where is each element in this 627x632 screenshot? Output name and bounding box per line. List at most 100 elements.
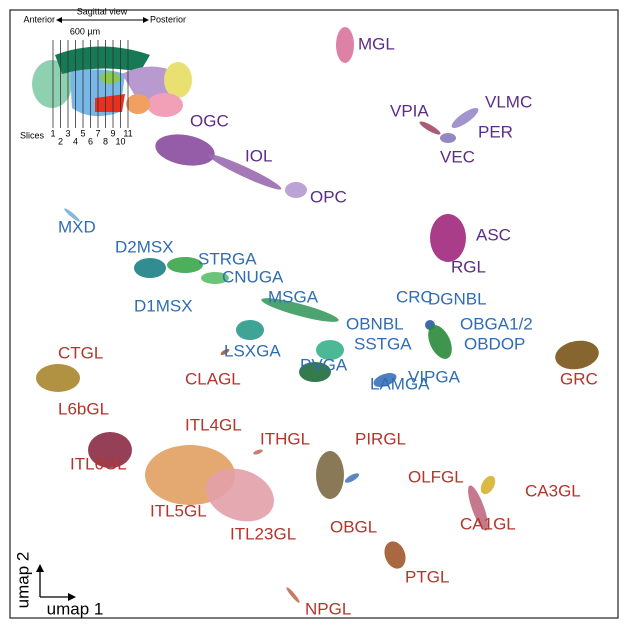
- cluster-label: PTGL: [405, 567, 449, 586]
- cluster-label: D2MSX: [115, 237, 174, 256]
- cluster-label: MXD: [58, 217, 96, 236]
- cluster-label: OGC: [190, 111, 229, 130]
- y-axis-label: umap 2: [13, 552, 32, 609]
- cluster-blob: [299, 362, 331, 382]
- slice-number: 2: [58, 136, 63, 146]
- slice-number: 6: [88, 136, 93, 146]
- brain-region: [147, 93, 183, 117]
- cluster-label: NPGL: [305, 599, 351, 618]
- cluster-label: VPIA: [390, 101, 429, 120]
- cluster-label: ITL23GL: [230, 524, 296, 543]
- cluster-blob: [36, 364, 80, 392]
- cluster-label: OBGL: [330, 517, 377, 536]
- cluster-label: PVGA: [300, 355, 348, 374]
- cluster-label: ASC: [476, 225, 511, 244]
- cluster-blob: [428, 325, 452, 359]
- slices-label: Slices: [20, 130, 45, 140]
- cluster-blob: [220, 348, 230, 356]
- cluster-label: OBGA1/2: [460, 314, 533, 333]
- cluster-blob: [201, 272, 229, 284]
- cluster-label: RGL: [451, 257, 486, 276]
- cluster-blob: [373, 373, 397, 387]
- cluster-label: CRC: [396, 287, 433, 306]
- slice-number: 4: [73, 136, 78, 146]
- slice-number: 5: [80, 128, 85, 138]
- anterior-label: Anterior: [23, 14, 55, 24]
- cluster-label: MSGA: [268, 287, 319, 306]
- cluster-label: LAMGA: [370, 374, 430, 393]
- cluster-label: VIPGA: [408, 367, 461, 386]
- cluster-blob: [286, 587, 300, 603]
- slice-number: 7: [95, 128, 100, 138]
- cluster-label: DGNBL: [428, 289, 487, 308]
- cluster-blob: [468, 485, 488, 531]
- frame: [9, 9, 619, 619]
- slice-number: 11: [123, 128, 132, 138]
- cluster-label: CNUGA: [222, 267, 284, 286]
- cluster-label: OBDOP: [464, 334, 525, 353]
- cluster-blob: [384, 541, 406, 569]
- slice-number: 10: [115, 136, 125, 146]
- cluster-blob: [555, 340, 599, 370]
- x-axis-label: umap 1: [47, 599, 104, 618]
- cluster-label: CA3GL: [525, 481, 581, 500]
- cluster-blob: [167, 257, 203, 273]
- cluster-label: ITHGL: [260, 429, 310, 448]
- brain-region: [100, 72, 120, 84]
- cluster-blob: [253, 449, 263, 455]
- cluster-blob: [64, 208, 80, 222]
- slice-number: 3: [65, 128, 70, 138]
- cluster-blob: [336, 27, 354, 63]
- cluster-label: STRGA: [198, 249, 257, 268]
- cluster-label: ITL5GL: [150, 501, 207, 520]
- cluster-blob: [208, 154, 282, 190]
- arrow-head: [36, 564, 76, 601]
- cluster-blob: [206, 468, 274, 522]
- cluster-label: L6bGL: [58, 399, 109, 418]
- view-label: Sagittal view: [77, 6, 128, 16]
- cluster-blob: [155, 134, 215, 166]
- cluster-label: OBNBL: [346, 314, 404, 333]
- slice-number: 8: [103, 136, 108, 146]
- cluster-blob: [316, 451, 344, 499]
- cluster-blob: [419, 121, 441, 135]
- clusters: [36, 27, 599, 603]
- cluster-label: ITL4GL: [185, 415, 242, 434]
- cluster-label: D1MSX: [134, 296, 193, 315]
- cluster-blob: [88, 432, 132, 468]
- cluster-label: SSTGA: [354, 334, 412, 353]
- cluster-blob: [236, 320, 264, 340]
- cluster-label: CA1GL: [460, 514, 516, 533]
- brain-inset: Anterior Sagittal view Posterior 600 µm …: [20, 6, 192, 146]
- cluster-label: CLAGL: [185, 369, 241, 388]
- cluster-blob: [134, 258, 166, 278]
- cluster-label: LSXGA: [224, 341, 281, 360]
- cluster-label: PIRGL: [355, 429, 406, 448]
- cluster-blob: [344, 473, 360, 483]
- cluster-label: VLMC: [485, 92, 532, 111]
- scale-label: 600 µm: [70, 26, 100, 36]
- posterior-label: Posterior: [150, 14, 186, 24]
- cluster-label: OPC: [310, 187, 347, 206]
- cluster-label: CTGL: [58, 343, 103, 362]
- cluster-blob: [480, 475, 496, 495]
- cluster-blob: [285, 182, 307, 198]
- cluster-label: GRC: [560, 369, 598, 388]
- cluster-blob: [261, 298, 339, 322]
- cluster-blob: [430, 214, 466, 262]
- axis-arrows: umap 2 umap 1: [13, 552, 103, 619]
- cluster-blob: [316, 340, 344, 360]
- cluster-label: VEC: [440, 147, 475, 166]
- cluster-blob: [440, 133, 456, 143]
- cluster-label: ITL6GL: [70, 454, 127, 473]
- brain-region: [95, 94, 125, 112]
- cluster-label: PER: [478, 122, 513, 141]
- brain-region: [164, 62, 192, 98]
- cluster-label: MGL: [358, 34, 395, 53]
- brain-region: [55, 46, 150, 74]
- cluster-label: OLFGL: [408, 467, 464, 486]
- brain-region: [126, 94, 150, 114]
- slice-number: 1: [50, 128, 55, 138]
